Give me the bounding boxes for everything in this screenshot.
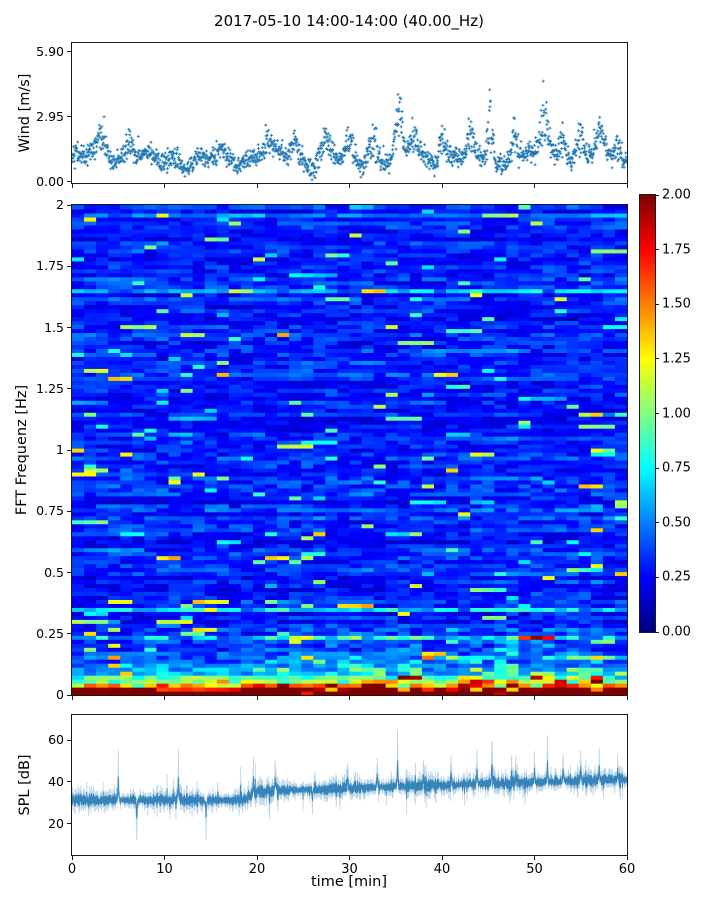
right-tick-label: 1.25 <box>662 351 691 367</box>
left-tick-mark <box>67 694 71 696</box>
left-tick-mark <box>67 388 71 390</box>
left-tick-mark <box>67 449 71 451</box>
right-tick-label: 0.75 <box>662 460 691 476</box>
right-tick-mark <box>655 576 659 578</box>
bottom-tick-mark <box>626 856 628 860</box>
left-tick-label: 20 <box>48 815 64 831</box>
bottom-tick-mark <box>71 856 73 860</box>
right-tick-mark <box>655 249 659 251</box>
bottom-tick-mark <box>256 696 258 700</box>
bottom-tick-label: 30 <box>341 862 358 877</box>
bottom-tick-mark <box>164 696 165 700</box>
bottom-tick-mark <box>349 856 350 860</box>
left-tick-label: 0.00 <box>36 173 64 189</box>
left-tick-label: 0.25 <box>36 625 64 641</box>
bottom-tick-mark <box>534 696 535 700</box>
bottom-tick-mark <box>256 856 258 860</box>
left-tick-label: 0 <box>56 686 64 702</box>
left-tick-mark <box>67 116 71 118</box>
wind-y-axis-label: Wind [m/s] <box>17 73 33 153</box>
left-tick-label: 1.75 <box>36 258 64 273</box>
bottom-tick-mark <box>71 696 73 700</box>
left-tick-label: 5.90 <box>36 43 64 59</box>
spl-y-axis-label: SPL [dB] <box>17 754 33 816</box>
left-tick-mark <box>67 823 71 825</box>
right-tick-mark <box>655 467 659 469</box>
right-tick-label: 1.00 <box>662 406 691 421</box>
left-tick-label: 2.95 <box>36 108 64 124</box>
wind-scatter-canvas <box>72 43 627 183</box>
bottom-tick-mark <box>71 184 73 188</box>
left-tick-mark <box>67 204 71 206</box>
right-tick-mark <box>655 631 659 633</box>
bottom-tick-mark <box>256 184 258 188</box>
bottom-tick-label: 10 <box>156 862 173 877</box>
left-tick-mark <box>67 739 71 741</box>
right-tick-label: 1.50 <box>662 296 691 312</box>
bottom-tick-mark <box>534 184 535 188</box>
right-tick-mark <box>655 522 659 524</box>
left-tick-label: 0.75 <box>36 503 64 518</box>
bottom-tick-label: 50 <box>526 862 543 877</box>
right-tick-mark <box>655 194 659 196</box>
spectrogram-canvas <box>72 205 627 695</box>
bottom-tick-label: 60 <box>618 862 636 877</box>
bottom-tick-label: 20 <box>248 862 266 877</box>
bottom-tick-label: 40 <box>433 862 451 877</box>
left-tick-mark <box>67 265 71 267</box>
left-tick-mark <box>67 510 71 512</box>
figure-title: 2017-05-10 14:00-14:00 (40.00_Hz) <box>214 12 484 30</box>
right-tick-label: 0.25 <box>662 569 691 585</box>
left-tick-mark <box>67 572 71 573</box>
spectrogram-y-axis-label: FFT Frequenz [Hz] <box>14 384 30 516</box>
left-tick-label: 1 <box>56 441 64 457</box>
left-tick-label: 2 <box>56 196 64 212</box>
right-tick-label: 1.75 <box>662 242 691 258</box>
bottom-tick-mark <box>349 184 350 188</box>
bottom-tick-mark <box>164 184 165 188</box>
left-tick-label: 1.25 <box>36 380 64 396</box>
spectrogram-axes: 0 0.25 0.5 0.75 1 1.25 1.5 1.75 2 <box>36 198 628 700</box>
left-tick-mark <box>67 51 71 53</box>
left-tick-label: 1.5 <box>44 319 64 335</box>
x-axis-label: time [min] <box>310 874 388 890</box>
left-tick-label: 0.5 <box>44 564 64 580</box>
left-tick-mark <box>67 181 71 183</box>
bottom-tick-mark <box>441 184 443 188</box>
wind-scatter-axes: 0.00 2.95 5.90 <box>36 42 628 188</box>
right-tick-mark <box>655 358 659 360</box>
left-tick-mark <box>67 633 71 635</box>
bottom-tick-label: 0 <box>67 862 77 877</box>
bottom-tick-mark <box>441 696 443 700</box>
left-tick-mark <box>67 327 71 328</box>
left-tick-label: 60 <box>48 731 64 747</box>
bottom-tick-mark <box>534 856 535 860</box>
bottom-tick-mark <box>349 696 350 700</box>
bottom-tick-mark <box>626 184 628 188</box>
right-tick-mark <box>655 303 659 305</box>
bottom-tick-mark <box>164 856 165 860</box>
colorbar-canvas <box>640 195 655 632</box>
right-tick-mark <box>655 413 659 414</box>
spl-line-axes: 20 40 60 0 10 20 30 40 50 60 <box>48 714 635 876</box>
bottom-tick-mark <box>441 856 443 860</box>
colorbar: 0.00 0.25 0.50 0.75 1.00 1.25 1.50 1.75 2.00 <box>639 189 691 639</box>
right-tick-label: 0.00 <box>662 624 691 640</box>
right-tick-label: 0.50 <box>662 515 691 531</box>
left-tick-label: 40 <box>48 773 64 789</box>
left-tick-mark <box>67 781 71 783</box>
bottom-tick-mark <box>626 696 628 700</box>
right-tick-label: 2.00 <box>662 187 691 203</box>
spl-line-canvas <box>72 715 627 855</box>
